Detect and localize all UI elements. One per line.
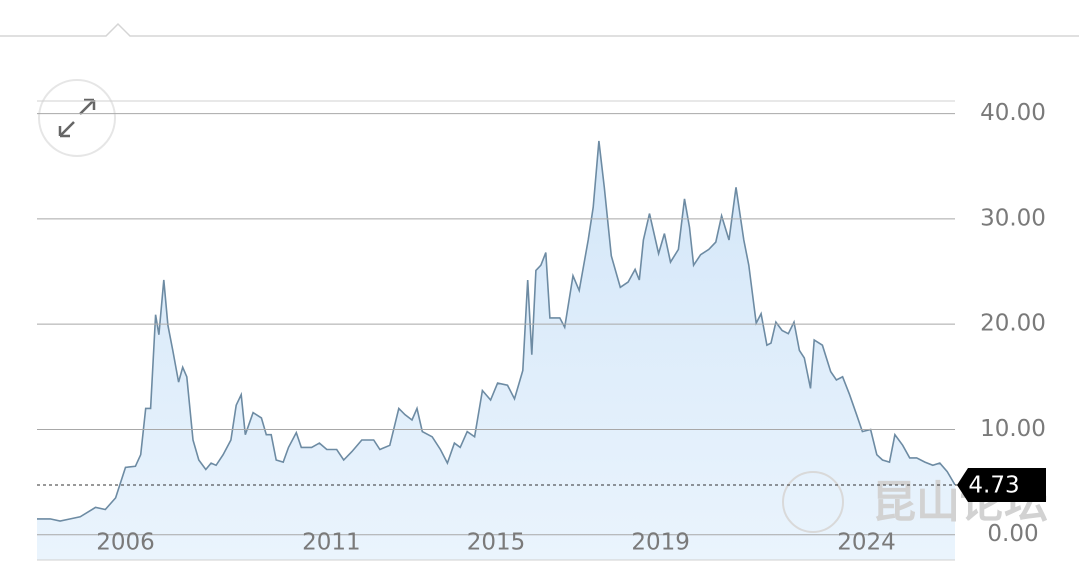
x-tick-label: 2015 <box>467 530 526 556</box>
watermark-logo <box>782 471 844 533</box>
current-value-box <box>957 467 1046 502</box>
y-tick-label: 0.00 <box>987 521 1038 547</box>
expand-button[interactable] <box>38 79 116 157</box>
expand-button-bg[interactable] <box>38 79 116 157</box>
top-divider <box>0 22 1079 37</box>
x-tick-label: 2006 <box>96 530 155 556</box>
y-tick-label: 20.00 <box>980 311 1046 337</box>
y-tick-label: 10.00 <box>980 416 1046 442</box>
area <box>37 141 955 560</box>
x-tick-label: 2024 <box>837 530 896 556</box>
x-tick-label: 2019 <box>631 530 690 556</box>
y-tick-label: 40.00 <box>980 100 1046 126</box>
x-tick-label: 2011 <box>302 530 361 556</box>
current-value-label: 4.73 <box>968 472 1019 498</box>
y-tick-label: 30.00 <box>980 205 1046 231</box>
expand-icon[interactable] <box>58 98 96 138</box>
line <box>37 140 956 522</box>
